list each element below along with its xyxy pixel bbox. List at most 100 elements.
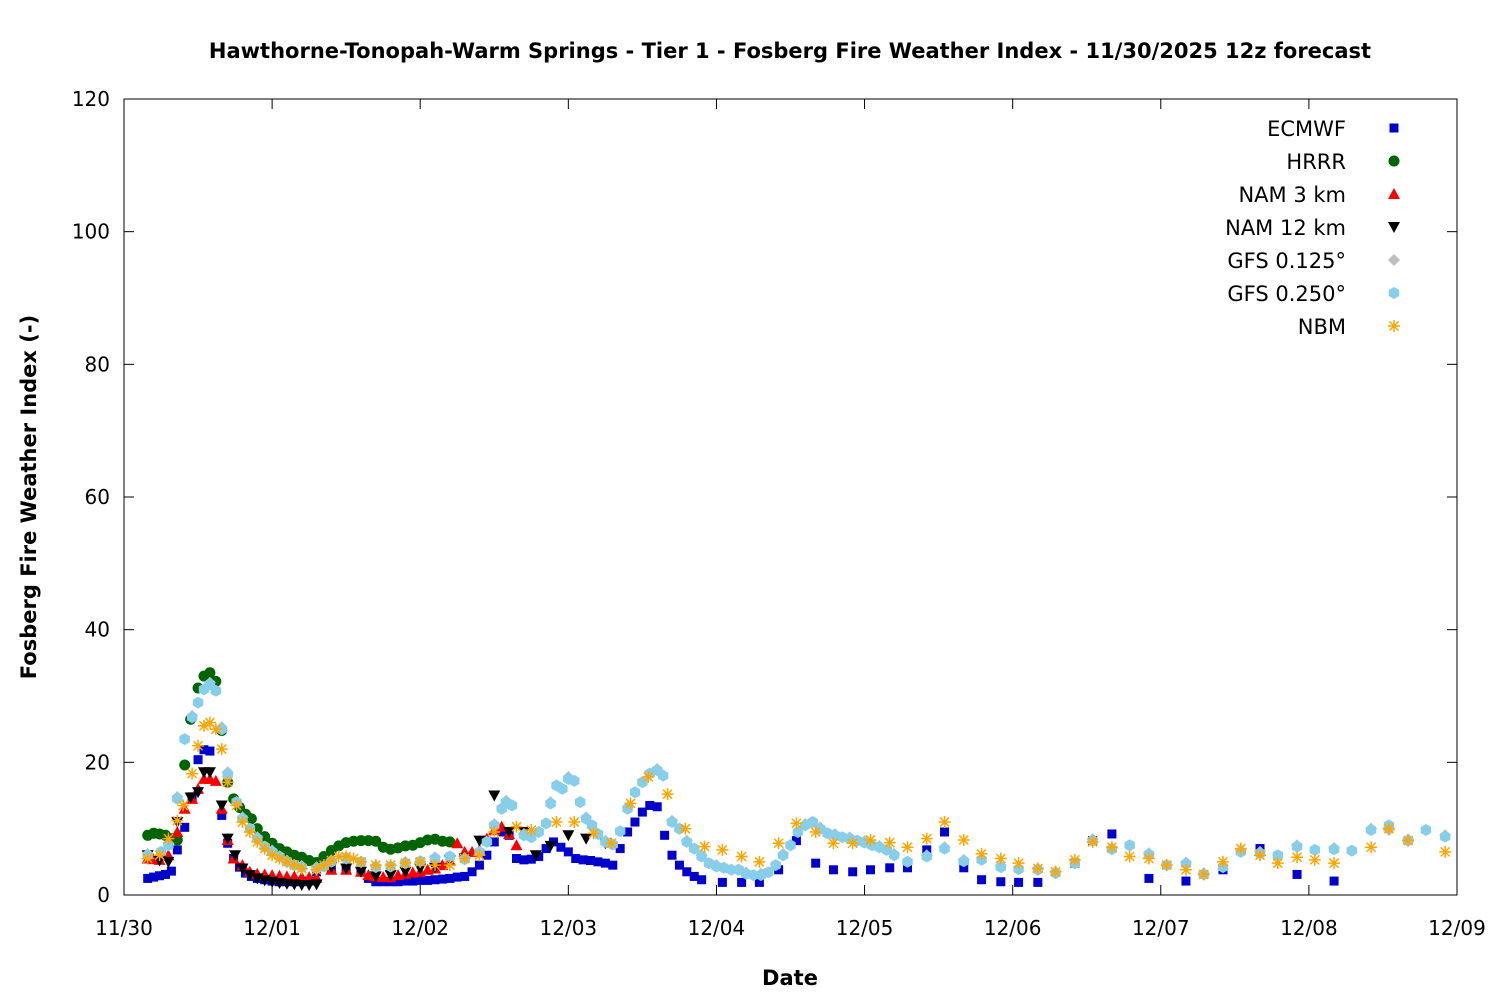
- data-point: [481, 835, 493, 848]
- data-point: [179, 733, 190, 746]
- data-point: [541, 844, 551, 854]
- data-point: [230, 799, 243, 812]
- data-point: [624, 797, 637, 810]
- data-point: [236, 863, 249, 875]
- data-point: [415, 875, 425, 885]
- y-tick-label: 60: [85, 485, 110, 509]
- data-point: [1272, 849, 1283, 862]
- data-point: [429, 859, 442, 872]
- data-point: [1365, 824, 1377, 836]
- data-point: [939, 842, 950, 855]
- data-point: [288, 859, 301, 872]
- data-point: [698, 840, 711, 853]
- data-point: [399, 866, 412, 878]
- data-point: [162, 832, 175, 845]
- data-point: [623, 827, 633, 837]
- data-point: [215, 800, 228, 812]
- data-point: [534, 852, 544, 862]
- data-point: [171, 814, 184, 827]
- data-point: [975, 847, 988, 860]
- data-point: [1234, 842, 1247, 855]
- data-point: [571, 854, 581, 864]
- data-point: [240, 868, 250, 878]
- x-tick-label: 12/09: [1428, 916, 1486, 940]
- data-point: [245, 813, 257, 825]
- data-point: [473, 835, 486, 847]
- y-tick-label: 80: [85, 352, 110, 376]
- data-point: [179, 759, 191, 771]
- data-point: [192, 787, 205, 799]
- data-point: [251, 835, 264, 848]
- data-point: [192, 696, 204, 709]
- data-point: [1012, 857, 1025, 870]
- data-point: [550, 816, 563, 829]
- data-point: [1068, 853, 1081, 866]
- data-point: [889, 849, 900, 862]
- data-point: [754, 877, 764, 887]
- data-point: [258, 842, 271, 855]
- data-point: [1142, 852, 1155, 865]
- data-point: [994, 852, 1007, 865]
- data-point: [883, 836, 896, 849]
- data-point: [1329, 876, 1339, 886]
- data-point: [1365, 841, 1378, 854]
- data-point: [488, 790, 501, 802]
- data-point: [444, 836, 456, 848]
- data-point: [1402, 834, 1415, 847]
- data-point: [511, 854, 521, 864]
- data-point: [556, 842, 566, 852]
- data-point: [642, 770, 655, 783]
- data-point: [563, 847, 573, 857]
- legend-label: NBM: [1298, 315, 1346, 339]
- series-hrrr: [142, 667, 456, 868]
- data-point: [682, 867, 692, 877]
- data-point: [451, 837, 464, 849]
- data-point: [203, 716, 216, 729]
- data-point: [473, 849, 486, 862]
- data-point: [489, 837, 499, 847]
- data-point: [1216, 855, 1229, 868]
- data-point: [828, 865, 838, 875]
- data-point: [674, 860, 684, 870]
- data-point: [519, 855, 529, 865]
- data-point: [977, 875, 987, 885]
- data-point: [737, 877, 747, 887]
- data-point: [443, 859, 456, 872]
- data-point: [236, 816, 249, 829]
- data-point: [506, 799, 518, 812]
- y-tick-label: 100: [72, 220, 110, 244]
- data-point: [807, 816, 818, 828]
- data-point: [605, 837, 618, 850]
- chart-title: Hawthorne-Tonopah-Warm Springs - Tier 1 …: [209, 39, 1371, 63]
- data-point: [679, 822, 692, 835]
- data-point: [155, 871, 165, 881]
- data-point: [437, 874, 447, 884]
- data-point: [430, 875, 440, 885]
- data-point: [243, 870, 256, 882]
- data-point: [370, 835, 382, 847]
- data-point: [865, 865, 875, 875]
- data-point: [222, 768, 233, 781]
- data-point: [1382, 822, 1395, 835]
- data-point: [1160, 859, 1173, 872]
- data-point: [1197, 868, 1210, 881]
- data-point: [615, 844, 625, 854]
- data-point: [827, 837, 840, 850]
- data-point: [791, 836, 801, 846]
- data-point: [303, 880, 316, 892]
- data-point: [384, 859, 397, 872]
- legend-marker-square-icon: [1389, 123, 1399, 133]
- data-point: [408, 876, 418, 886]
- data-point: [696, 850, 707, 863]
- data-point: [1271, 857, 1284, 870]
- data-point: [347, 852, 360, 865]
- legend-marker-hexagon-icon: [1388, 287, 1400, 299]
- data-point: [785, 839, 796, 852]
- data-point: [652, 802, 662, 812]
- data-point: [657, 769, 669, 782]
- series-nam-12-km: [141, 767, 612, 892]
- data-point: [184, 792, 197, 804]
- data-point: [792, 826, 804, 838]
- data-point: [149, 872, 159, 882]
- data-point: [608, 860, 618, 870]
